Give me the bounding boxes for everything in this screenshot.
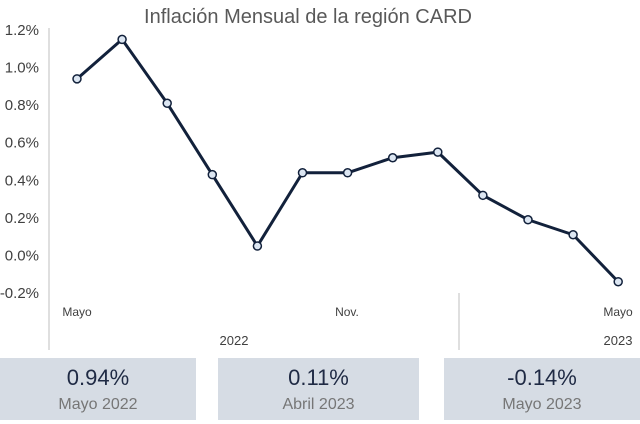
data-point-7 bbox=[387, 152, 398, 163]
chart-title: Inflación Mensual de la región CARD bbox=[144, 6, 472, 28]
stat-label: Mayo 2023 bbox=[502, 396, 582, 413]
data-point-6 bbox=[342, 168, 353, 178]
x-label-nov: Nov. bbox=[335, 305, 359, 319]
year-label-2022: 2022 bbox=[220, 333, 249, 348]
x-label-may-2022: Mayo bbox=[62, 305, 92, 319]
data-point-8 bbox=[433, 147, 443, 157]
y-tick-label: 1.2% bbox=[5, 22, 39, 39]
data-point-3 bbox=[207, 169, 218, 180]
stat-card-may-2022: 0.94% Mayo 2022 bbox=[0, 358, 196, 420]
data-point-10 bbox=[523, 214, 533, 225]
y-tick-label: 1.0% bbox=[5, 60, 39, 77]
stat-value: -0.14% bbox=[507, 365, 577, 390]
data-point-12 bbox=[613, 276, 623, 287]
y-tick-label: 0.0% bbox=[5, 247, 39, 264]
year-label-2023: 2023 bbox=[604, 333, 633, 348]
data-point-4 bbox=[252, 241, 263, 251]
y-tick-label: 0.6% bbox=[5, 135, 39, 152]
series-line bbox=[76, 37, 620, 283]
data-point-0 bbox=[72, 74, 82, 84]
stat-card-may-2023: -0.14% Mayo 2023 bbox=[444, 358, 640, 420]
data-point-11 bbox=[568, 230, 578, 240]
data-point-9 bbox=[478, 190, 488, 201]
data-point-2 bbox=[162, 98, 172, 109]
stat-value: 0.11% bbox=[288, 365, 349, 390]
inflation-line-chart: Inflación Mensual de la región CARD 1.2%… bbox=[0, 6, 633, 350]
data-point-1 bbox=[117, 34, 127, 45]
stat-label: Abril 2023 bbox=[282, 396, 355, 413]
stat-value: 0.94% bbox=[66, 365, 130, 390]
y-tick-label: 0.4% bbox=[5, 172, 39, 189]
data-point-5 bbox=[297, 168, 308, 178]
y-tick-label: 0.8% bbox=[5, 97, 39, 114]
y-tick-label: 0.2% bbox=[5, 210, 39, 227]
stat-card-apr-2023: 0.11% Abril 2023 bbox=[218, 358, 419, 420]
stat-label: Mayo 2022 bbox=[58, 396, 138, 413]
x-label-may-2023: Mayo bbox=[603, 305, 633, 319]
y-tick-label: -0.2% bbox=[0, 285, 39, 302]
